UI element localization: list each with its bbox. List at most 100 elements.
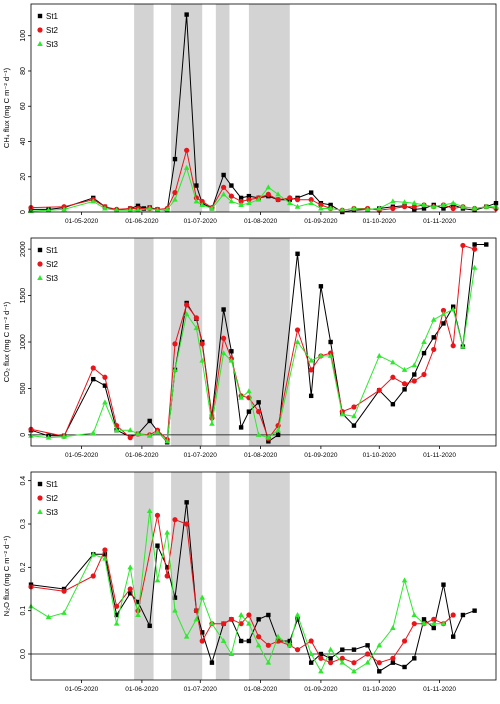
data-point <box>238 638 244 644</box>
data-point <box>450 634 456 639</box>
x-tick-label: 01-09-2020 <box>304 686 338 693</box>
data-point <box>440 201 447 207</box>
data-point <box>460 343 466 349</box>
data-point <box>183 633 190 639</box>
data-point <box>221 621 227 627</box>
data-point <box>172 341 178 347</box>
data-point <box>228 357 235 363</box>
data-point <box>91 376 96 382</box>
data-point <box>61 609 67 615</box>
data-point <box>327 205 334 211</box>
series-St3 <box>28 264 478 444</box>
x-tick-label: 01-08-2020 <box>244 452 278 459</box>
data-point <box>154 512 161 518</box>
data-point <box>308 638 314 644</box>
data-point <box>339 659 346 665</box>
data-point <box>308 197 314 203</box>
legend-marker <box>37 27 43 33</box>
shaded-period <box>171 4 203 212</box>
data-point <box>193 325 200 331</box>
data-point <box>135 207 141 213</box>
data-point <box>246 388 252 394</box>
data-point <box>286 200 293 206</box>
legend-marker <box>37 509 43 514</box>
data-point <box>421 620 427 626</box>
data-point <box>287 195 293 201</box>
data-point <box>221 172 226 178</box>
y-tick-label: 2000 <box>20 241 27 257</box>
data-point <box>127 427 134 433</box>
data-point <box>127 435 133 441</box>
data-point <box>114 612 119 618</box>
data-point <box>199 201 206 207</box>
data-point <box>327 646 334 652</box>
data-point <box>238 612 244 617</box>
data-point <box>135 599 141 605</box>
data-point <box>221 335 227 341</box>
data-point <box>113 427 120 433</box>
data-point <box>229 349 234 354</box>
data-point <box>172 190 178 196</box>
legend: St1 St2 St3 <box>37 246 59 283</box>
data-point <box>172 366 178 372</box>
y-tick-label: 0.0 <box>20 649 27 659</box>
data-point <box>308 393 314 399</box>
data-point <box>390 359 396 365</box>
data-point <box>90 573 96 579</box>
plot-frame <box>30 3 497 213</box>
data-point <box>294 203 301 209</box>
data-point <box>184 521 190 527</box>
data-point <box>209 660 215 665</box>
y-tick-label: 100 <box>20 30 27 42</box>
data-point <box>390 655 396 661</box>
data-point <box>339 655 345 661</box>
data-point <box>308 357 314 363</box>
data-point <box>430 620 437 626</box>
data-point <box>328 656 333 661</box>
x-tick-label: 01-06-2020 <box>125 218 159 225</box>
shaded-period <box>134 4 154 212</box>
data-point <box>238 201 244 207</box>
data-point <box>421 339 427 344</box>
panel-1: 0 20 40 60 80 100 CH₄ flux (mg C m⁻² d⁻¹) 01-05… <box>2 3 499 225</box>
data-point <box>440 620 447 626</box>
x-tick-label: 01-09-2020 <box>304 452 338 459</box>
x-tick-label: 01-11-2020 <box>423 218 456 225</box>
y-tick-label: 500 <box>20 382 27 394</box>
data-point <box>411 204 417 210</box>
data-point <box>364 651 371 657</box>
legend: St1 St2 St3 <box>37 12 59 49</box>
y-tick-label: 1500 <box>20 288 27 304</box>
data-point <box>411 378 417 384</box>
data-point <box>172 517 178 523</box>
x-tick-label: 01-11-2020 <box>423 452 456 459</box>
data-point <box>412 372 417 377</box>
data-point <box>45 434 52 440</box>
data-point <box>256 400 261 405</box>
data-point <box>172 595 178 600</box>
data-point <box>431 346 437 353</box>
data-point <box>318 655 324 661</box>
data-point <box>146 508 153 513</box>
shaded-period <box>215 472 230 680</box>
legend-label: St3 <box>46 508 59 517</box>
x-tick-label: 01-05-2020 <box>65 218 99 225</box>
data-point <box>256 617 261 622</box>
data-point <box>209 415 215 421</box>
data-point <box>351 205 357 211</box>
data-point <box>484 242 489 247</box>
data-point <box>318 651 324 657</box>
data-point <box>265 642 271 648</box>
data-point <box>255 642 262 648</box>
data-point <box>199 357 206 363</box>
data-point <box>440 311 447 317</box>
y-axis-label: N₂O flux (mg C m⁻² d⁻¹) <box>2 535 11 616</box>
data-point <box>113 620 120 626</box>
data-point <box>199 594 206 600</box>
data-point <box>146 205 153 211</box>
x-tick-label: 01-07-2020 <box>184 452 218 459</box>
data-point <box>351 413 357 419</box>
data-point <box>390 660 396 665</box>
data-point <box>147 418 152 424</box>
data-point <box>266 612 271 618</box>
